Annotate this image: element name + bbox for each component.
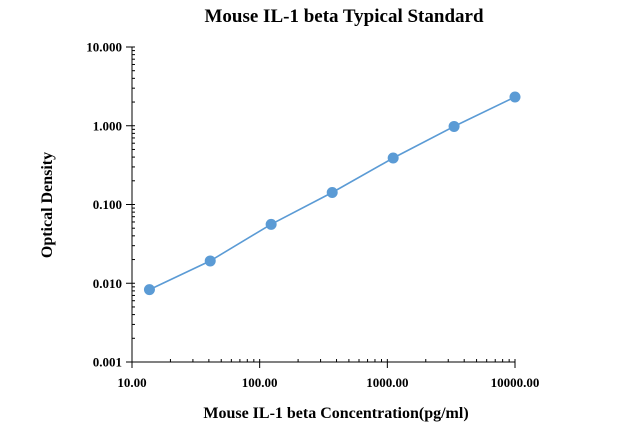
chart-title: Mouse IL-1 beta Typical Standard — [204, 6, 483, 27]
data-points — [143, 91, 521, 296]
data-point — [326, 187, 338, 199]
y-tick-label: 0.010 — [93, 276, 122, 291]
y-axis-title: Optical Density — [39, 152, 56, 258]
y-tick-label: 0.001 — [93, 355, 122, 370]
data-point — [448, 120, 460, 132]
y-tick-label: 10.000 — [86, 40, 122, 55]
data-point — [265, 218, 277, 230]
data-point — [387, 152, 399, 164]
y-tick-label: 0.100 — [93, 197, 122, 212]
data-point — [204, 255, 216, 267]
x-tick-labels: 10.00 100.00 1000.00 10000.00 — [117, 375, 539, 390]
data-point — [509, 91, 521, 103]
x-tick-label: 100.00 — [242, 375, 278, 390]
x-tick-label: 10.00 — [117, 375, 146, 390]
x-axis-title: Mouse IL-1 beta Concentration(pg/ml) — [203, 405, 468, 422]
x-tick-label: 1000.00 — [366, 375, 408, 390]
data-point — [143, 284, 155, 296]
y-tick-label: 1.000 — [93, 118, 122, 133]
x-tick-label: 10000.00 — [491, 375, 540, 390]
axes — [126, 46, 516, 368]
y-tick-labels: 0.001 0.010 0.100 1.000 10.000 — [86, 40, 122, 370]
